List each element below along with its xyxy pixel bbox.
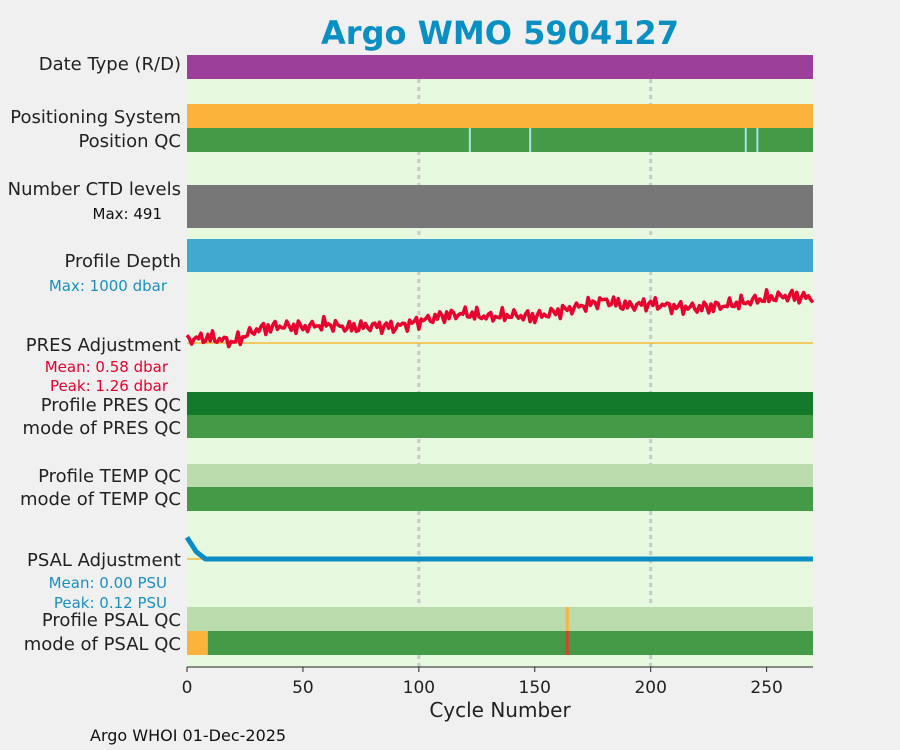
date-type-band (187, 55, 813, 79)
x-axis-label: Cycle Number (429, 698, 571, 722)
label-mode-psal-qc: mode of PSAL QC (24, 634, 181, 655)
chart-title: Argo WMO 5904127 (321, 14, 679, 52)
pres-mean-value: Mean: 0.58 dbar (45, 358, 169, 376)
positioning-system-band (187, 104, 813, 128)
label-profile-psal-qc: Profile PSAL QC (42, 610, 181, 631)
label-mode-pres-qc: mode of PRES QC (23, 418, 181, 439)
footer-credit: Argo WHOI 01-Dec-2025 (90, 726, 286, 745)
x-tick-label-200: 200 (634, 678, 666, 698)
label-position-qc: Position QC (78, 131, 181, 152)
pres-adjustment-line (185, 288, 815, 349)
position-qc-gap-122 (468, 128, 471, 152)
profile-depth-band (187, 239, 813, 272)
mode-psal-qc-orange-segment (187, 631, 208, 655)
position-qc-gap-148 (529, 128, 532, 152)
x-tick-label-0: 0 (182, 678, 193, 698)
mode-psal-qc-band (187, 631, 813, 655)
label-pres-adjustment: PRES Adjustment (26, 335, 181, 356)
psal-qc-flag-marker-upper (565, 607, 569, 631)
label-positioning-system: Positioning System (10, 107, 181, 128)
position-qc-gaps (468, 128, 759, 152)
pres-peak-value: Peak: 1.26 dbar (50, 377, 169, 395)
profile-temp-qc-band (187, 464, 813, 487)
label-date-type: Date Type (R/D) (39, 54, 181, 75)
depth-max-value: Max: 1000 dbar (49, 277, 168, 295)
label-number-ctd-levels: Number CTD levels (8, 179, 181, 200)
position-qc-gap-241 (744, 128, 747, 152)
ctd-max-value: Max: 491 (93, 205, 162, 223)
gridlines (417, 55, 653, 667)
label-profile-temp-qc: Profile TEMP QC (38, 466, 181, 487)
x-tick-label-150: 150 (519, 678, 551, 698)
x-tick-label-100: 100 (403, 678, 435, 698)
label-profile-depth: Profile Depth (64, 251, 181, 272)
mode-pres-qc-band (187, 415, 813, 438)
label-profile-pres-qc: Profile PRES QC (41, 395, 181, 416)
label-mode-temp-qc: mode of TEMP QC (20, 489, 181, 510)
profile-pres-qc-band (187, 392, 813, 415)
position-qc-gap-246 (756, 128, 759, 152)
label-psal-adjustment: PSAL Adjustment (27, 550, 181, 571)
profile-psal-qc-band (187, 607, 813, 631)
psal-qc-flag-marker-lower (565, 631, 569, 655)
x-tick-label-50: 50 (292, 678, 314, 698)
ctd-levels-band (187, 185, 813, 228)
position-qc-band (187, 128, 813, 152)
plot-area (187, 55, 813, 667)
mode-temp-qc-band (187, 487, 813, 511)
x-axis-ticks: 0 50 100 150 200 250 (182, 667, 783, 698)
psal-peak-value: Peak: 0.12 PSU (54, 594, 167, 612)
psal-mean-value: Mean: 0.00 PSU (49, 574, 167, 592)
psal-adjustment-line (184, 536, 813, 562)
x-tick-label-250: 250 (750, 678, 782, 698)
